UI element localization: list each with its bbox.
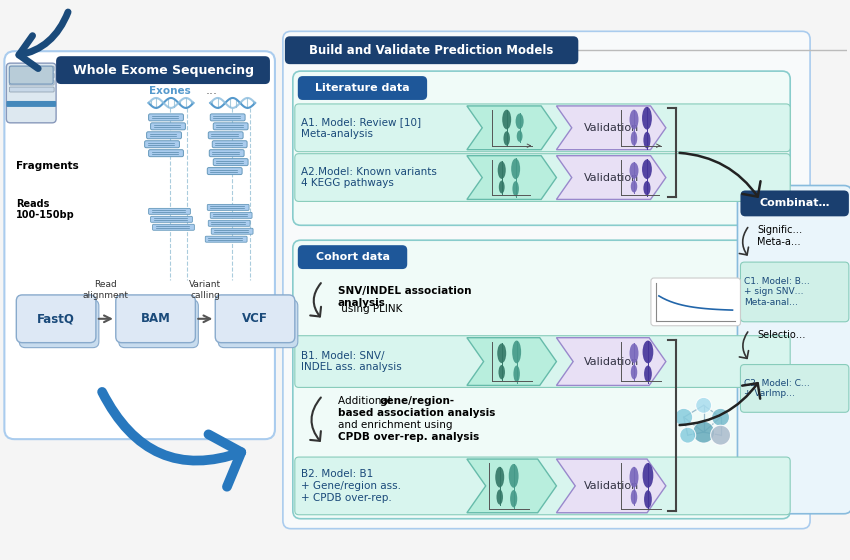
FancyBboxPatch shape: [738, 185, 850, 514]
Ellipse shape: [631, 180, 638, 193]
Ellipse shape: [630, 162, 638, 179]
Circle shape: [711, 425, 730, 445]
FancyArrowPatch shape: [310, 283, 321, 316]
Circle shape: [711, 408, 729, 426]
Ellipse shape: [517, 130, 523, 142]
Ellipse shape: [642, 107, 652, 129]
FancyBboxPatch shape: [206, 236, 247, 242]
FancyBboxPatch shape: [207, 204, 249, 211]
Text: CPDB over-rep. analysis: CPDB over-rep. analysis: [337, 432, 479, 442]
FancyBboxPatch shape: [212, 141, 247, 148]
FancyBboxPatch shape: [651, 278, 740, 326]
FancyBboxPatch shape: [149, 114, 184, 121]
Text: Validation: Validation: [583, 123, 638, 133]
Ellipse shape: [630, 110, 638, 129]
Ellipse shape: [516, 114, 524, 129]
Ellipse shape: [644, 490, 652, 508]
Text: Fragments: Fragments: [16, 161, 79, 171]
Ellipse shape: [643, 132, 650, 148]
FancyBboxPatch shape: [4, 51, 275, 439]
FancyArrowPatch shape: [310, 398, 321, 441]
Ellipse shape: [511, 158, 520, 179]
Ellipse shape: [513, 340, 521, 363]
FancyBboxPatch shape: [9, 66, 53, 84]
Text: Build and Validate Prediction Models: Build and Validate Prediction Models: [309, 44, 554, 57]
FancyBboxPatch shape: [215, 295, 295, 343]
Text: Combinat…: Combinat…: [759, 198, 830, 208]
FancyBboxPatch shape: [6, 101, 56, 107]
Text: Validation: Validation: [583, 357, 638, 367]
Text: Validation: Validation: [583, 481, 638, 491]
FancyBboxPatch shape: [295, 153, 790, 202]
Ellipse shape: [513, 181, 518, 196]
Ellipse shape: [642, 160, 652, 179]
FancyBboxPatch shape: [150, 216, 192, 222]
Polygon shape: [557, 156, 666, 199]
Ellipse shape: [510, 490, 517, 507]
FancyArrowPatch shape: [679, 153, 761, 197]
Ellipse shape: [644, 366, 652, 382]
Ellipse shape: [498, 161, 506, 179]
Ellipse shape: [630, 467, 638, 488]
FancyArrowPatch shape: [679, 383, 760, 425]
Polygon shape: [467, 106, 557, 150]
FancyBboxPatch shape: [149, 150, 184, 157]
Ellipse shape: [631, 131, 638, 146]
FancyBboxPatch shape: [740, 190, 849, 216]
Ellipse shape: [497, 343, 507, 363]
FancyArrowPatch shape: [740, 227, 749, 255]
FancyBboxPatch shape: [9, 80, 54, 85]
Text: based association analysis: based association analysis: [337, 408, 495, 418]
Circle shape: [675, 408, 693, 426]
FancyArrowPatch shape: [102, 392, 241, 487]
Ellipse shape: [643, 463, 654, 488]
Ellipse shape: [502, 110, 511, 129]
FancyBboxPatch shape: [295, 104, 790, 152]
FancyBboxPatch shape: [9, 66, 54, 71]
Polygon shape: [557, 106, 666, 150]
Text: Cohort data: Cohort data: [315, 252, 389, 262]
Ellipse shape: [496, 467, 504, 488]
Polygon shape: [557, 459, 666, 513]
FancyArrowPatch shape: [740, 332, 749, 358]
FancyBboxPatch shape: [213, 158, 248, 166]
Ellipse shape: [643, 181, 650, 195]
Polygon shape: [467, 156, 557, 199]
FancyBboxPatch shape: [210, 212, 252, 218]
Text: VCF: VCF: [242, 312, 268, 325]
Text: Validation: Validation: [583, 172, 638, 183]
Polygon shape: [467, 338, 557, 385]
Text: Selectio…: Selectio…: [757, 330, 806, 340]
Text: Additional: Additional: [337, 396, 394, 407]
FancyBboxPatch shape: [295, 335, 790, 388]
FancyBboxPatch shape: [208, 220, 250, 226]
FancyBboxPatch shape: [56, 56, 270, 84]
Text: A1. Model: Review [10]
Meta-analysis: A1. Model: Review [10] Meta-analysis: [301, 117, 421, 139]
FancyBboxPatch shape: [150, 123, 185, 130]
FancyBboxPatch shape: [116, 295, 196, 343]
Text: C1. Model: B…
+ sign SNV…
Meta-anal…: C1. Model: B… + sign SNV… Meta-anal…: [745, 277, 810, 307]
Text: B1. Model: SNV/
INDEL ass. analysis: B1. Model: SNV/ INDEL ass. analysis: [301, 351, 401, 372]
Text: Exones: Exones: [149, 86, 190, 96]
Ellipse shape: [631, 489, 638, 505]
Text: C2. Model: C…
+ VarImp…: C2. Model: C… + VarImp…: [745, 379, 810, 398]
FancyBboxPatch shape: [149, 208, 190, 214]
FancyBboxPatch shape: [153, 225, 195, 230]
FancyBboxPatch shape: [9, 87, 54, 92]
Text: Read
alignment: Read alignment: [82, 280, 129, 300]
FancyBboxPatch shape: [210, 114, 245, 121]
Ellipse shape: [496, 489, 503, 505]
FancyBboxPatch shape: [6, 63, 56, 123]
FancyBboxPatch shape: [146, 132, 181, 139]
Text: Reads
100-150bp: Reads 100-150bp: [16, 199, 75, 220]
Text: A2.Model: Known variants
4 KEGG pathways: A2.Model: Known variants 4 KEGG pathways: [301, 167, 437, 188]
Ellipse shape: [499, 180, 505, 193]
Circle shape: [693, 421, 715, 443]
FancyBboxPatch shape: [283, 31, 810, 529]
FancyBboxPatch shape: [295, 457, 790, 515]
Text: ...: ...: [206, 84, 218, 97]
Ellipse shape: [498, 365, 505, 379]
Text: FastQ: FastQ: [37, 312, 75, 325]
Text: gene/region-: gene/region-: [379, 396, 455, 407]
Ellipse shape: [631, 365, 638, 379]
